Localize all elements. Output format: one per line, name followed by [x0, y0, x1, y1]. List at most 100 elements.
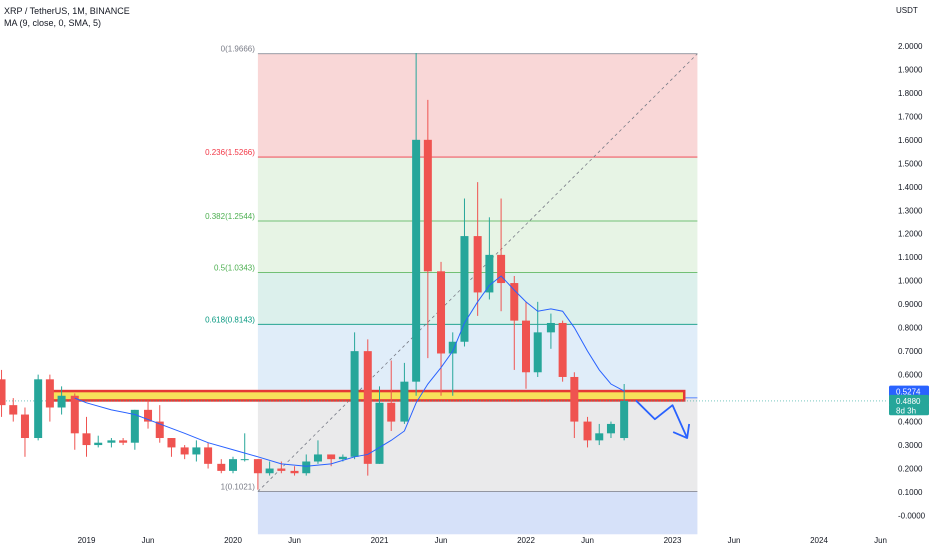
candle-body	[583, 421, 592, 441]
price-tick-label: 1.5000	[898, 159, 923, 168]
time-tick-label: Jun	[581, 536, 594, 545]
candle-up	[265, 461, 274, 476]
candle-down	[9, 398, 18, 422]
candle-up	[546, 313, 555, 349]
price-tick-label: 1.8000	[898, 89, 923, 98]
forecast-arrow[interactable]	[635, 399, 688, 439]
price-tag-box	[889, 404, 929, 416]
candle-body	[107, 440, 116, 443]
chart-header: XRP / TetherUS, 1M, BINANCE MA (9, close…	[4, 5, 130, 29]
candle-body	[204, 447, 213, 464]
candle-body	[119, 440, 128, 443]
candle-up	[620, 384, 629, 441]
candle-down	[20, 407, 29, 457]
moving-average-line[interactable]	[74, 275, 625, 467]
candle-body	[558, 322, 567, 377]
time-tick-label: Jun	[288, 536, 301, 545]
price-tag-label: 0.5274	[896, 388, 921, 397]
candle-down	[217, 459, 226, 474]
time-tick-label: 2020	[224, 536, 242, 545]
price-tick-label: 1.4000	[898, 183, 923, 192]
candle-body	[533, 332, 542, 373]
candle-body	[350, 351, 359, 457]
fib-zone	[257, 491, 698, 535]
price-axis[interactable]: USDT 2.0000 1.9000 1.8000 1.7000 1.6000 1.500…	[896, 6, 926, 521]
candle-up	[400, 362, 409, 424]
symbol-title[interactable]: XRP / TetherUS, 1M, BINANCE	[4, 6, 130, 16]
fib-level-label: 0.5(1.0343)	[214, 264, 255, 273]
candle-body	[155, 421, 164, 439]
candle-body	[277, 468, 286, 471]
time-tick-label: Jun	[435, 536, 448, 545]
candle-body	[437, 271, 446, 354]
candle-body	[570, 376, 579, 422]
candle-body	[180, 447, 189, 455]
candle-up	[107, 438, 116, 448]
candle-body	[606, 423, 615, 434]
candle-down	[473, 182, 482, 316]
candle-down	[290, 466, 299, 476]
price-tick-label: 1.0000	[898, 277, 923, 286]
candle-body	[448, 341, 457, 354]
candle-body	[522, 320, 530, 373]
candle-up	[533, 301, 542, 377]
candle-up	[412, 52, 421, 396]
candle-body	[423, 139, 432, 272]
candle-up	[34, 374, 43, 441]
candle-up	[229, 456, 237, 474]
price-tick-label: 0.3000	[898, 441, 923, 450]
price-tick-label: 1.6000	[898, 136, 923, 145]
candle-body	[253, 459, 262, 474]
candle-body	[473, 236, 482, 293]
candle-up	[448, 332, 457, 396]
candle-down	[363, 339, 372, 476]
price-tag-label: 8d 3h	[896, 406, 916, 415]
candle-body	[217, 463, 226, 471]
candle-body	[45, 379, 54, 408]
price-tick-label: 1.3000	[898, 206, 923, 215]
price-tick-label: 0.7000	[898, 347, 923, 356]
candle-down	[167, 438, 176, 457]
candle-down	[497, 198, 506, 312]
price-tick-label: 1.2000	[898, 230, 923, 239]
time-tick-label: 2022	[517, 536, 535, 545]
fib-level-label: 0(1.9666)	[221, 45, 256, 54]
fibonacci-labels: 0(1.9666) 0.236(1.5266) 0.382(1.2544) 0.5(1…	[205, 45, 255, 492]
candle-down	[82, 416, 91, 457]
candle-body	[327, 454, 336, 460]
candle-body	[82, 433, 91, 446]
fibonacci-trend-line[interactable]	[257, 53, 698, 492]
candle-down	[119, 438, 128, 446]
candle-up	[375, 386, 384, 464]
time-tick-label: 2024	[810, 536, 828, 545]
candle-body	[595, 433, 604, 441]
candle-up	[302, 454, 311, 476]
price-tick-label: 0.8000	[898, 324, 923, 333]
candles	[0, 52, 629, 490]
candle-down	[180, 445, 189, 460]
price-tick-label: 0.2000	[898, 465, 923, 474]
indicator-legend[interactable]: MA (9, close, 0, SMA, 5)	[4, 18, 102, 28]
candle-body	[375, 402, 384, 464]
candle-body	[363, 351, 372, 464]
candle-down	[522, 301, 530, 389]
candle-body	[546, 322, 555, 333]
candle-body	[57, 395, 66, 408]
candle-up	[192, 440, 201, 462]
candle-down	[204, 442, 213, 469]
candle-body	[412, 139, 421, 382]
time-axis[interactable]: 2019 Jun 2020 Jun 2021 Jun 2022 Jun 2023 Jun 2024 J…	[78, 536, 887, 545]
candle-up	[240, 433, 249, 462]
forecast-arrowhead	[672, 423, 691, 439]
candle-down	[144, 400, 153, 429]
candle-body	[94, 442, 103, 446]
price-tick-label: 1.9000	[898, 65, 923, 74]
price-tag-label: 0.4880	[896, 397, 921, 406]
candle-body	[265, 468, 274, 474]
fib-zone	[257, 53, 698, 158]
candle-down	[0, 369, 6, 417]
candle-body	[510, 283, 519, 321]
price-tick-label: 0.6000	[898, 371, 923, 380]
